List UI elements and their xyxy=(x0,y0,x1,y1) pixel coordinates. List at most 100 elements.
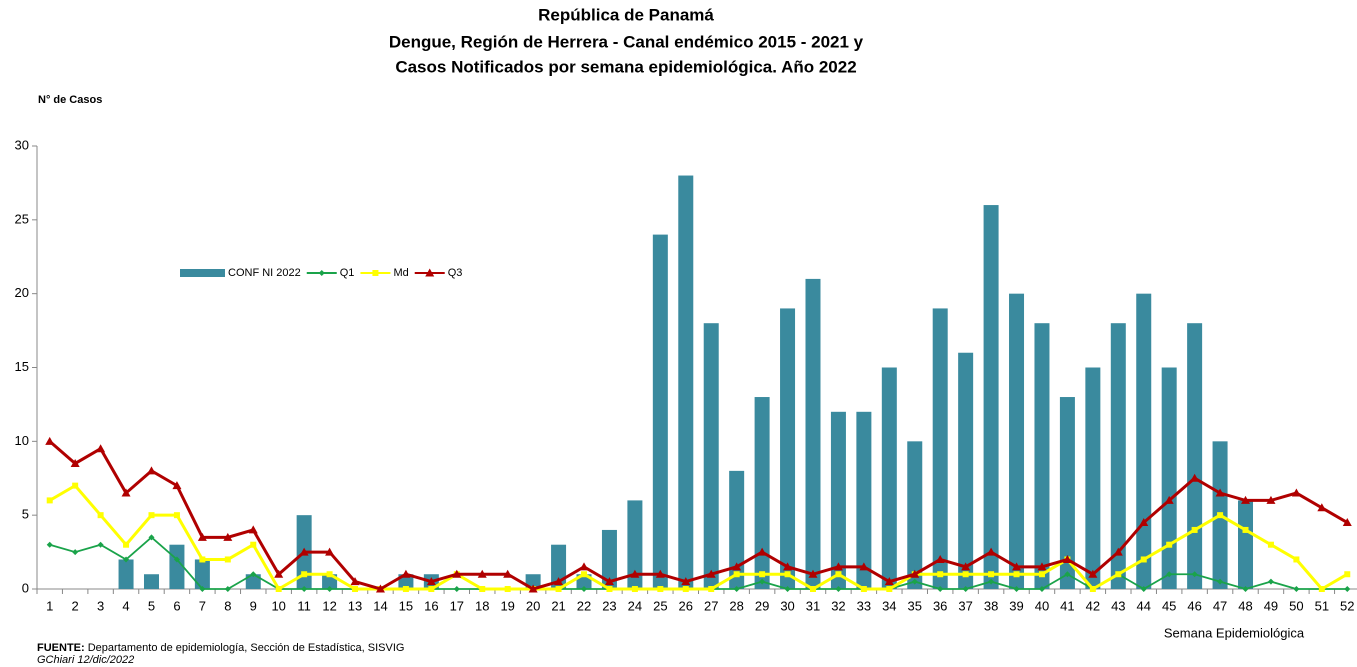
x-tick-label: 1 xyxy=(46,598,53,613)
x-tick-label: 19 xyxy=(500,598,514,613)
point xyxy=(655,569,665,578)
x-tick-label: 31 xyxy=(806,598,820,613)
point xyxy=(224,556,231,563)
point xyxy=(96,444,106,453)
x-axis-label: Semana Epidemiológica xyxy=(1164,625,1305,640)
x-tick-label: 7 xyxy=(199,598,206,613)
x-tick-label: 40 xyxy=(1035,598,1049,613)
point xyxy=(72,549,79,556)
point xyxy=(248,525,258,534)
point xyxy=(199,556,206,563)
bar xyxy=(627,500,643,589)
point xyxy=(326,586,333,592)
point xyxy=(1317,503,1327,512)
bar xyxy=(1187,323,1203,589)
point xyxy=(402,586,409,592)
point xyxy=(1166,571,1173,578)
point xyxy=(1088,569,1098,578)
legend-swatch xyxy=(180,269,225,277)
x-tick-label: 41 xyxy=(1060,598,1074,613)
bar xyxy=(881,367,897,589)
point xyxy=(1342,518,1352,527)
point xyxy=(275,586,282,592)
point xyxy=(1013,571,1020,578)
point xyxy=(148,534,155,541)
bar xyxy=(729,470,745,589)
x-tick-label: 42 xyxy=(1086,598,1100,613)
point xyxy=(708,586,715,592)
point xyxy=(1217,512,1224,519)
point xyxy=(173,556,180,563)
point xyxy=(1113,547,1123,556)
point xyxy=(1344,571,1351,578)
chart-title: Casos Notificados por semana epidemiológ… xyxy=(395,57,856,76)
point xyxy=(783,562,793,571)
bar xyxy=(678,175,694,590)
point xyxy=(223,532,233,541)
point xyxy=(477,569,487,578)
x-tick-label: 10 xyxy=(271,598,285,613)
x-tick-label: 35 xyxy=(908,598,922,613)
bar xyxy=(1238,500,1254,589)
point xyxy=(630,569,640,578)
point xyxy=(1190,473,1200,482)
point xyxy=(784,571,791,578)
legend-label: CONF NI 2022 xyxy=(228,267,301,279)
source-label: FUENTE: xyxy=(37,642,85,654)
x-tick-label: 44 xyxy=(1137,598,1151,613)
point xyxy=(250,571,257,578)
point xyxy=(808,569,818,578)
x-tick-label: 18 xyxy=(475,598,489,613)
x-tick-label: 37 xyxy=(958,598,972,613)
point xyxy=(1267,578,1274,585)
point xyxy=(1241,495,1251,504)
point xyxy=(72,482,79,489)
point xyxy=(682,586,689,592)
x-tick-label: 23 xyxy=(602,598,616,613)
chart-title: Dengue, Región de Herrera - Canal endémi… xyxy=(389,32,864,51)
y-tick-label: 30 xyxy=(15,137,29,152)
point xyxy=(375,584,385,593)
point xyxy=(733,571,740,578)
line xyxy=(48,483,1349,592)
bar xyxy=(1110,323,1126,589)
point xyxy=(1242,586,1249,592)
point xyxy=(961,562,971,571)
point xyxy=(504,586,511,592)
point xyxy=(224,586,231,592)
x-tick-label: 16 xyxy=(424,598,438,613)
bar xyxy=(601,529,617,589)
bar xyxy=(932,308,948,589)
x-tick-label: 27 xyxy=(704,598,718,613)
bar xyxy=(245,574,261,589)
point xyxy=(173,512,180,519)
point xyxy=(250,541,257,548)
x-tick-label: 48 xyxy=(1238,598,1252,613)
y-tick-label: 15 xyxy=(15,359,29,374)
point xyxy=(1191,571,1198,578)
x-tick-label: 46 xyxy=(1187,598,1201,613)
bar xyxy=(856,411,872,589)
point xyxy=(604,577,614,586)
y-tick-label: 0 xyxy=(22,580,29,595)
x-tick-label: 5 xyxy=(148,598,155,613)
point xyxy=(988,571,995,578)
legend-label: Q3 xyxy=(448,267,463,279)
point xyxy=(1140,556,1147,563)
bar xyxy=(830,411,846,589)
point xyxy=(759,571,766,578)
x-tick-label: 12 xyxy=(322,598,336,613)
point xyxy=(1291,488,1301,497)
x-tick-label: 26 xyxy=(679,598,693,613)
point xyxy=(681,577,691,586)
point xyxy=(935,554,945,563)
footer: FUENTE: Departamento de epidemiología, S… xyxy=(37,642,404,654)
point xyxy=(121,488,131,497)
x-tick-label: 51 xyxy=(1315,598,1329,613)
point xyxy=(1139,518,1149,527)
bar xyxy=(1136,293,1152,589)
point xyxy=(554,577,564,586)
bar xyxy=(194,559,210,589)
point xyxy=(579,562,589,571)
